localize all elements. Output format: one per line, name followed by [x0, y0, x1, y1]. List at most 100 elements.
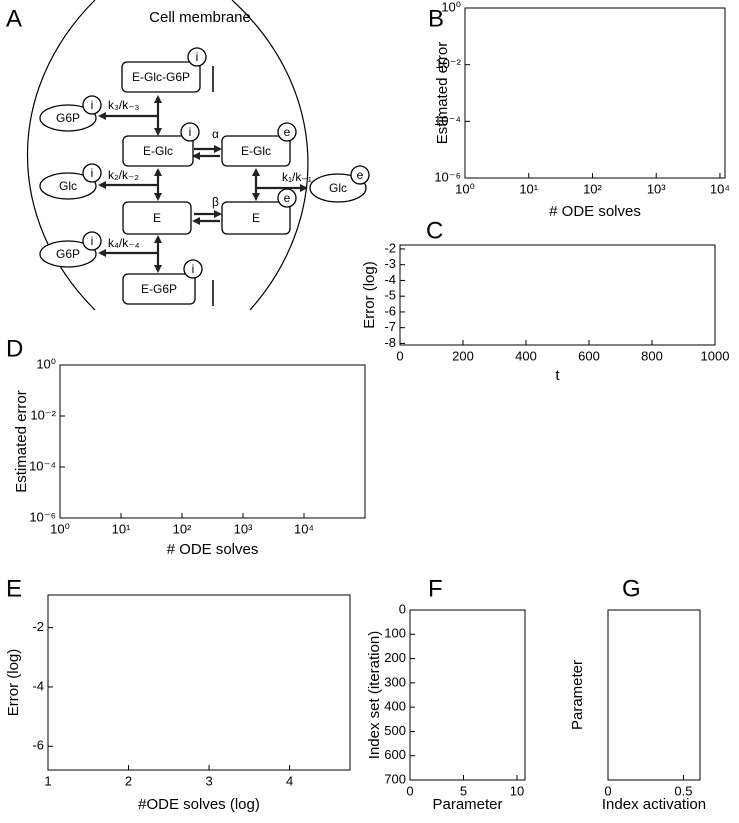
- y-tick-label: -7: [384, 319, 396, 334]
- edge-label: k₁/k₋₁: [282, 170, 312, 184]
- x-axis-label: #ODE solves (log): [138, 796, 260, 813]
- x-tick-label: 10⁴: [710, 181, 730, 196]
- node-tag-circle: [350, 165, 370, 185]
- node-box: [221, 135, 291, 167]
- node-box: [122, 135, 194, 167]
- panel-letter: C: [426, 217, 443, 244]
- y-tick-label: 10⁰: [36, 356, 56, 371]
- y-axis-label: Error (log): [361, 261, 378, 329]
- x-tick-label: 800: [641, 348, 663, 363]
- node-label: E: [153, 211, 161, 225]
- y-tick-label: 200: [384, 650, 406, 665]
- x-tick-label: 1000: [701, 348, 730, 363]
- node-tag-circle: [82, 95, 102, 115]
- x-tick-label: 400: [515, 348, 537, 363]
- x-tick-label: 10⁴: [294, 521, 314, 536]
- node-tag: e: [357, 168, 364, 182]
- node-label: E-G6P: [141, 282, 177, 296]
- panel-letter: B: [428, 5, 444, 32]
- node-label: E-Glc: [143, 144, 173, 158]
- node-tag: i: [91, 166, 94, 180]
- panel-letter: G: [622, 575, 641, 602]
- node-label: E-Glc: [241, 144, 271, 158]
- x-axis-label: Index activation: [602, 796, 706, 813]
- plot-frame: [399, 244, 716, 346]
- node-ellipse: [309, 173, 367, 203]
- node-tag-circle: [187, 47, 207, 67]
- node-tag-circle: [183, 259, 203, 279]
- edge-label: β: [212, 195, 219, 209]
- membrane-arc: [231, 0, 309, 311]
- x-tick-label: 10⁰: [455, 181, 475, 196]
- x-tick-label: 10²: [583, 181, 602, 196]
- y-tick-label: 100: [384, 626, 406, 641]
- plot-frame: [607, 609, 701, 781]
- node-tag-circle: [180, 122, 200, 142]
- node-tag: i: [192, 262, 195, 276]
- y-tick-label: -2: [384, 240, 396, 255]
- edge-label: α: [212, 127, 219, 141]
- y-tick-label: 700: [384, 771, 406, 786]
- y-tick-label: 300: [384, 674, 406, 689]
- node-label: Glc: [329, 181, 347, 195]
- node-box: [221, 201, 291, 235]
- x-tick-label: 5: [460, 783, 467, 798]
- plot-frame: [59, 364, 366, 519]
- x-tick-label: 10¹: [519, 181, 538, 196]
- y-axis-label: Error (log): [5, 649, 22, 717]
- x-tick-label: 0.5: [674, 783, 692, 798]
- node-tag: i: [196, 50, 199, 64]
- y-tick-label: -2: [32, 619, 44, 634]
- node-tag: e: [284, 191, 291, 205]
- node-label: Glc: [59, 179, 77, 193]
- node-label: G6P: [56, 247, 80, 261]
- x-tick-label: 10³: [234, 521, 253, 536]
- y-tick-label: -6: [32, 738, 44, 753]
- x-tick-label: 10²: [173, 521, 192, 536]
- y-tick-label: 500: [384, 723, 406, 738]
- y-tick-label: 10⁻⁶: [434, 169, 461, 184]
- x-tick-label: 4: [286, 773, 293, 788]
- node-label: G6P: [56, 111, 80, 125]
- edge-label: k₃/k₋₃: [108, 98, 140, 112]
- y-tick-label: 0: [399, 601, 406, 616]
- y-tick-label: -4: [32, 678, 44, 693]
- x-tick-label: 10⁰: [50, 521, 70, 536]
- node-tag: e: [284, 125, 291, 139]
- node-tag-circle: [277, 188, 297, 208]
- node-label: E: [252, 211, 260, 225]
- y-axis-label: Estimated error: [13, 390, 30, 493]
- panel-letter: A: [6, 5, 22, 32]
- membrane-arc: [26, 0, 96, 311]
- x-axis-label: # ODE solves: [549, 203, 641, 220]
- x-tick-label: 0: [396, 348, 403, 363]
- node-tag: i: [91, 234, 94, 248]
- x-tick-label: 3: [205, 773, 212, 788]
- node-label: E-Glc-G6P: [132, 70, 190, 84]
- y-axis-label: Estimated error: [434, 42, 451, 145]
- y-tick-label: 10⁰: [441, 0, 461, 14]
- plot-frame: [464, 7, 726, 179]
- diagram: [26, 0, 309, 311]
- y-tick-label: 10⁻⁴: [29, 458, 56, 473]
- panel-letter: E: [6, 575, 22, 602]
- y-tick-label: -3: [384, 256, 396, 271]
- y-tick-label: 10⁻²: [30, 407, 56, 422]
- node-tag-circle: [82, 163, 102, 183]
- node-tag: i: [91, 98, 94, 112]
- node-ellipse: [39, 240, 97, 268]
- y-tick-label: -8: [384, 335, 396, 350]
- x-tick-label: 200: [452, 348, 474, 363]
- x-tick-label: 10³: [647, 181, 666, 196]
- plot-frame: [47, 594, 351, 771]
- node-ellipse: [39, 104, 97, 132]
- node-box: [121, 61, 201, 93]
- x-tick-label: 10: [510, 783, 524, 798]
- plot-frame: [409, 609, 526, 781]
- x-tick-label: 600: [578, 348, 600, 363]
- y-axis-label: Index set (iteration): [366, 631, 383, 759]
- y-tick-label: 600: [384, 747, 406, 762]
- y-tick-label: 400: [384, 699, 406, 714]
- x-axis-label: # ODE solves: [167, 541, 259, 558]
